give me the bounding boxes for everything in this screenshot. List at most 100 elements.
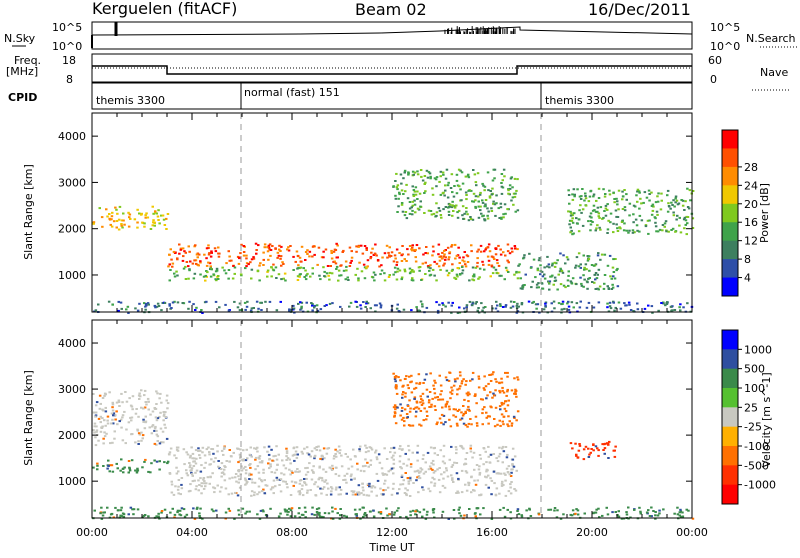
power-cell <box>655 210 659 213</box>
power-cell <box>423 192 426 194</box>
power-cell <box>652 205 655 208</box>
velocity-cell <box>312 465 315 468</box>
velocity-cell <box>305 477 308 480</box>
power-cell <box>683 227 686 230</box>
velocity-cell <box>510 389 514 392</box>
velocity-cell <box>296 468 299 470</box>
velocity-cell <box>394 376 397 379</box>
velocity-cell <box>404 487 407 490</box>
power-cell <box>600 253 604 256</box>
power-cell <box>450 304 453 307</box>
power-cell <box>512 192 516 195</box>
power-cell <box>489 275 492 278</box>
power-cell <box>144 308 147 311</box>
velocity-cell <box>361 486 365 489</box>
velocity-cell <box>204 485 207 488</box>
power-cell <box>678 224 681 227</box>
velocity-cell <box>104 406 107 409</box>
velocity-cell <box>200 464 203 467</box>
velocity-cell <box>238 486 242 489</box>
power-cell <box>612 301 615 304</box>
power-cell <box>486 246 490 249</box>
power-cell <box>298 256 302 259</box>
power-cell <box>394 180 397 182</box>
velocity-cell <box>447 405 451 408</box>
power-cell <box>466 255 470 258</box>
velocity-cell <box>285 455 288 458</box>
velocity-cell <box>479 513 482 516</box>
power-cell <box>551 274 554 277</box>
velocity-cell <box>304 473 308 476</box>
velocity-cell <box>207 446 210 449</box>
power-cell <box>453 185 456 187</box>
velocity-cell <box>300 450 304 453</box>
velocity-cell <box>118 420 121 423</box>
power-cell <box>612 231 615 234</box>
power-cell <box>647 189 651 192</box>
velocity-cell <box>210 448 213 450</box>
velocity-cell <box>289 509 293 512</box>
power-cell <box>507 189 510 192</box>
power-cell <box>594 288 597 290</box>
power-cell <box>223 269 226 272</box>
power-cell <box>540 282 544 285</box>
velocity-cell <box>358 508 362 511</box>
velocity-cell <box>428 406 431 408</box>
velocity-cell <box>209 463 212 466</box>
power-cell <box>408 201 412 203</box>
power-cell <box>442 208 445 211</box>
power-cell <box>268 300 272 303</box>
velocity-cell <box>399 516 402 519</box>
velocity-cell <box>359 445 362 448</box>
power-cell <box>506 243 510 246</box>
power-cell <box>107 300 111 303</box>
velocity-cell <box>502 423 505 426</box>
power-cell <box>408 212 412 215</box>
power-cell <box>544 301 548 304</box>
velocity-cell <box>470 491 473 494</box>
power-cell <box>409 270 413 273</box>
velocity-cell <box>319 487 322 490</box>
power-cell <box>465 306 468 309</box>
power-cell <box>585 306 589 309</box>
power-cell <box>366 265 369 268</box>
power-ylabel: Slant Range [km] <box>22 164 35 260</box>
power-cell <box>500 173 504 175</box>
power-cell <box>300 245 304 248</box>
power-cell <box>678 306 681 309</box>
velocity-cell <box>428 465 432 468</box>
velocity-cell <box>98 394 102 397</box>
velocity-cell <box>451 389 454 392</box>
velocity-cell <box>269 465 272 468</box>
power-cell <box>602 287 606 290</box>
velocity-cell <box>176 449 180 452</box>
velocity-cell <box>327 447 331 450</box>
velocity-cell <box>475 507 479 510</box>
velocity-cell <box>464 424 468 427</box>
velocity-cell <box>92 466 95 469</box>
velocity-cell <box>392 372 395 375</box>
power-cell <box>426 252 429 255</box>
power-cell <box>412 173 415 176</box>
power-cell <box>153 304 157 307</box>
power-cell <box>237 262 241 265</box>
velocity-cell <box>347 467 350 470</box>
power-cell <box>476 309 479 312</box>
power-cell <box>582 285 585 288</box>
velocity-cell <box>366 461 369 464</box>
power-cell <box>498 274 501 277</box>
power-cell <box>415 244 419 246</box>
velocity-cell <box>256 493 259 496</box>
power-cell <box>240 243 243 246</box>
velocity-cell <box>266 450 269 453</box>
power-cell <box>320 256 324 259</box>
power-cell <box>195 306 198 309</box>
power-cell <box>484 248 487 251</box>
power-cell <box>587 301 591 304</box>
velocity-cell <box>250 455 253 458</box>
power-cell <box>488 250 492 253</box>
velocity-cell <box>418 381 422 384</box>
velocity-cell <box>363 513 366 516</box>
velocity-cell <box>201 446 205 449</box>
